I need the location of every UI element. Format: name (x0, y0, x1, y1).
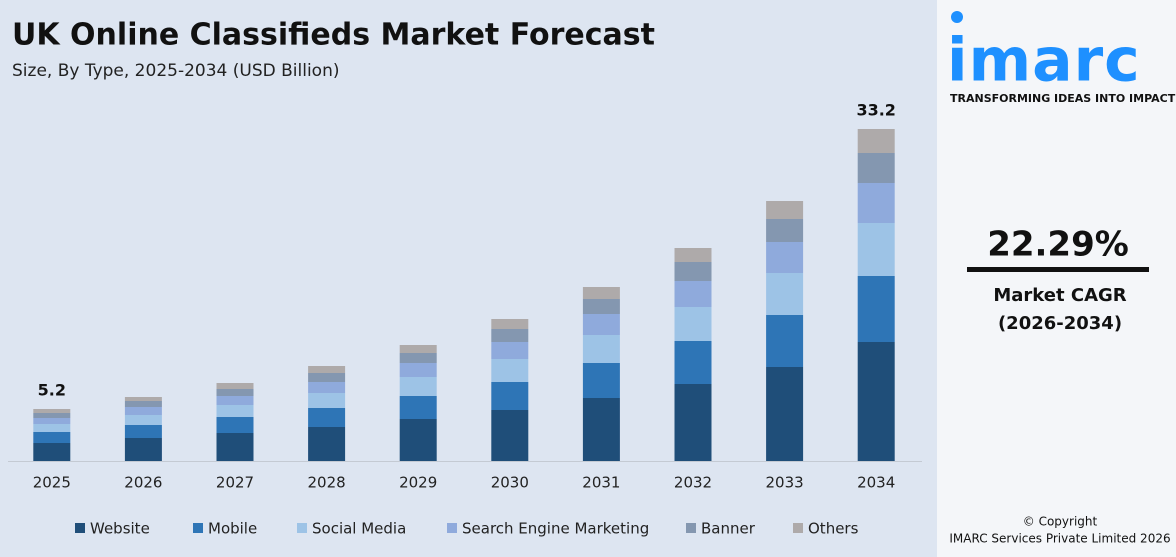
bar-segment (216, 389, 254, 396)
bar-segment (857, 342, 895, 461)
bar-segment (491, 342, 529, 359)
cagr-period: (2026-2034) (998, 313, 1122, 334)
bar-segment (308, 366, 346, 373)
bar-segment (399, 345, 437, 353)
bar-segment (308, 382, 346, 393)
bar-segment (766, 242, 804, 273)
x-tick-label: 2031 (582, 474, 620, 492)
bar-segment (308, 427, 346, 461)
bar-segment (216, 396, 254, 405)
x-tick-label: 2032 (674, 474, 712, 492)
bar-segment (674, 307, 712, 341)
bar-segment (674, 262, 712, 281)
sidebar-background (937, 0, 1176, 557)
bar-segment (582, 335, 620, 363)
x-tick-label: 2026 (124, 474, 162, 492)
bar-segment (491, 382, 529, 410)
x-tick-label: 2029 (399, 474, 437, 492)
copyright: © Copyright (1023, 515, 1098, 529)
cagr-rule (967, 267, 1149, 272)
legend-swatch (447, 523, 457, 533)
chart-title: UK Online Classifieds Market Forecast (12, 18, 655, 53)
x-tick-label: 2033 (766, 474, 804, 492)
bar-segment (491, 329, 529, 342)
total-label: 33.2 (856, 101, 895, 120)
bar-segment (766, 219, 804, 242)
bar-segment (766, 315, 804, 367)
bar-segment (399, 419, 437, 461)
bar-segment (124, 401, 162, 407)
x-tick-label: 2030 (491, 474, 529, 492)
legend-swatch (297, 523, 307, 533)
bar-segment (491, 410, 529, 461)
bar-segment (674, 384, 712, 461)
bar-segment (308, 408, 346, 427)
bar-segment (33, 443, 71, 461)
legend-label: Social Media (312, 520, 406, 538)
bar-segment (857, 183, 895, 223)
bar-segment (582, 363, 620, 398)
bar-segment (582, 299, 620, 314)
legend-label: Banner (701, 520, 756, 538)
bar-segment (766, 367, 804, 461)
bar-segment (857, 129, 895, 153)
bar-segment (124, 438, 162, 461)
x-tick-label: 2025 (33, 474, 71, 492)
chart-subtitle: Size, By Type, 2025-2034 (USD Billion) (12, 61, 339, 81)
bar-segment (582, 398, 620, 461)
bar-segment (857, 223, 895, 276)
bar-segment (33, 432, 71, 443)
bar-segment (491, 319, 529, 329)
legend-label: Website (90, 520, 150, 538)
bar-segment (33, 413, 71, 418)
bar-segment (766, 201, 804, 219)
bar-segment (857, 276, 895, 342)
bar-segment (582, 287, 620, 299)
bar-segment (674, 341, 712, 384)
legend-swatch (686, 523, 696, 533)
tagline: TRANSFORMING IDEAS INTO IMPACT (950, 92, 1176, 105)
legend-label: Others (808, 520, 859, 538)
x-tick-label: 2034 (857, 474, 895, 492)
bar-segment (124, 425, 162, 438)
bar-segment (399, 396, 437, 419)
total-label: 5.2 (38, 381, 66, 400)
bar-segment (216, 383, 254, 389)
x-tick-label: 2028 (308, 474, 346, 492)
bar-segment (308, 373, 346, 382)
logo-dot (951, 11, 963, 23)
bar-segment (33, 418, 71, 424)
bar-segment (216, 433, 254, 461)
bar-segment (766, 273, 804, 315)
bar-segment (399, 363, 437, 377)
legend-swatch (75, 523, 85, 533)
bar-segment (674, 281, 712, 307)
legend-swatch (793, 523, 803, 533)
bar-segment (216, 405, 254, 417)
legend-label: Mobile (208, 520, 257, 538)
cagr-label: Market CAGR (993, 285, 1126, 306)
bar-segment (124, 407, 162, 415)
bar-segment (124, 415, 162, 425)
bar-segment (33, 409, 71, 413)
bar-segment (857, 153, 895, 183)
bar-segment (582, 314, 620, 335)
bar-segment (308, 393, 346, 408)
bar-segment (491, 359, 529, 382)
bar-segment (399, 353, 437, 363)
logo: imarc (947, 26, 1141, 96)
legend-swatch (193, 523, 203, 533)
legend-label: Search Engine Marketing (462, 520, 649, 538)
bar-segment (33, 424, 71, 432)
cagr-value: 22.29% (987, 225, 1129, 265)
x-tick-label: 2027 (216, 474, 254, 492)
bar-segment (674, 248, 712, 262)
bar-segment (399, 377, 437, 396)
bar-segment (124, 397, 162, 401)
bar-segment (216, 417, 254, 433)
company: IMARC Services Private Limited 2026 (949, 532, 1170, 546)
